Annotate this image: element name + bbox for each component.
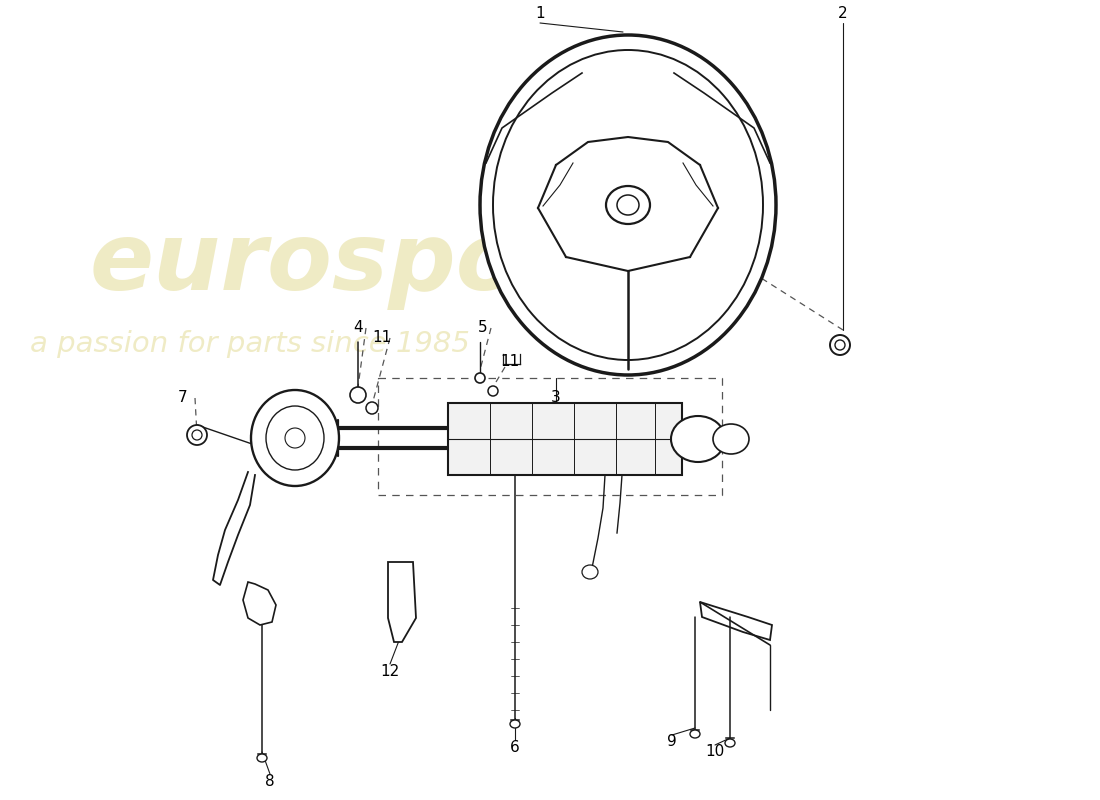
Text: 2: 2	[838, 6, 848, 21]
Bar	[448, 403, 682, 475]
Ellipse shape	[251, 390, 339, 486]
Ellipse shape	[475, 373, 485, 383]
Ellipse shape	[713, 424, 749, 454]
Text: 5: 5	[478, 321, 487, 335]
Ellipse shape	[510, 720, 520, 728]
Ellipse shape	[257, 754, 267, 762]
Text: 11: 11	[500, 354, 519, 370]
Ellipse shape	[187, 425, 207, 445]
Ellipse shape	[493, 50, 763, 360]
Ellipse shape	[266, 406, 324, 470]
Ellipse shape	[606, 186, 650, 224]
Ellipse shape	[671, 416, 725, 462]
Ellipse shape	[617, 195, 639, 215]
Ellipse shape	[582, 565, 598, 579]
Text: 3: 3	[551, 390, 561, 405]
Polygon shape	[388, 562, 416, 642]
Ellipse shape	[192, 430, 202, 440]
Polygon shape	[538, 137, 718, 271]
Text: 11: 11	[373, 330, 392, 346]
Text: 9: 9	[667, 734, 676, 750]
Text: a passion for parts since 1985: a passion for parts since 1985	[30, 330, 470, 358]
Text: 6: 6	[510, 741, 520, 755]
Polygon shape	[243, 582, 276, 625]
Text: 12: 12	[381, 665, 399, 679]
Text: 1: 1	[536, 6, 544, 21]
Ellipse shape	[488, 386, 498, 396]
Ellipse shape	[480, 35, 776, 375]
Text: 10: 10	[705, 745, 725, 759]
Ellipse shape	[690, 730, 700, 738]
Ellipse shape	[835, 340, 845, 350]
Ellipse shape	[285, 428, 305, 448]
Ellipse shape	[350, 387, 366, 403]
Text: 8: 8	[265, 774, 275, 790]
Ellipse shape	[366, 402, 378, 414]
Ellipse shape	[830, 335, 850, 355]
Text: eurosports: eurosports	[90, 218, 670, 310]
Polygon shape	[700, 602, 772, 640]
Text: 4: 4	[353, 321, 363, 335]
Ellipse shape	[725, 739, 735, 747]
Text: 7: 7	[178, 390, 188, 406]
